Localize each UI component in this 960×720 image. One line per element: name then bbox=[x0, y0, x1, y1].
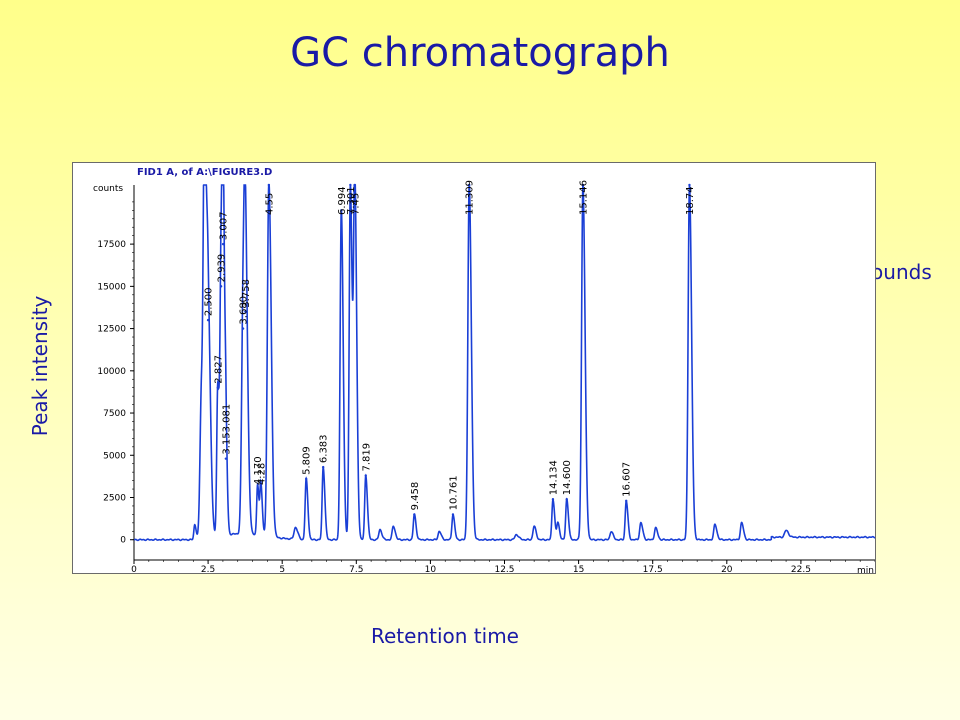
peak-apex-marker bbox=[244, 310, 247, 313]
peak-apex-marker bbox=[219, 285, 223, 288]
x-tick-label: 2.5 bbox=[201, 565, 215, 573]
peak-apex-marker bbox=[349, 183, 352, 187]
y-axis-caption: Peak intensity bbox=[28, 295, 52, 437]
peak-apex-marker bbox=[224, 457, 228, 460]
peak-apex-marker bbox=[551, 497, 555, 501]
x-tick-label: 7.5 bbox=[349, 565, 363, 573]
peak-label: 3.007 bbox=[219, 211, 230, 240]
peak-apex-marker bbox=[221, 242, 225, 246]
y-tick-label: 0 bbox=[120, 536, 126, 546]
y-tick-label: 5000 bbox=[103, 451, 126, 461]
x-axis-caption: Retention time bbox=[371, 624, 519, 648]
peak-apex-marker bbox=[267, 183, 271, 187]
peak-label: 3.680 bbox=[239, 296, 250, 325]
peak-apex-marker bbox=[364, 474, 367, 477]
y-axis-unit-label: counts bbox=[93, 184, 123, 194]
peak-label: 18.74 bbox=[685, 186, 696, 215]
peak-apex-marker bbox=[581, 183, 585, 187]
peak-label: 6.383 bbox=[319, 434, 330, 463]
peak-apex-marker bbox=[241, 327, 245, 330]
x-tick-label: 10 bbox=[425, 565, 437, 573]
peak-apex-marker bbox=[206, 318, 210, 322]
peak-apex-marker bbox=[413, 513, 416, 516]
chart-title: FID1 A, of A:\FIGURE3.D bbox=[137, 167, 272, 178]
peak-label: 5.809 bbox=[302, 446, 313, 475]
peak-label: 4.170 bbox=[253, 456, 264, 485]
peak-apex-marker bbox=[259, 487, 263, 491]
peak-label: 14.600 bbox=[562, 460, 573, 495]
peak-label: 11.309 bbox=[465, 180, 476, 215]
x-tick-label: 20 bbox=[721, 565, 733, 573]
peak-apex-marker bbox=[216, 386, 219, 389]
peak-apex-marker bbox=[467, 183, 471, 187]
slide-title: GC chromatograph bbox=[290, 30, 670, 76]
peak-label: 14.134 bbox=[548, 460, 559, 495]
peak-label: 4.55 bbox=[264, 193, 275, 215]
peak-apex-marker bbox=[304, 477, 308, 481]
peak-apex-marker bbox=[353, 183, 357, 187]
peak-label: 7.45 bbox=[350, 193, 361, 215]
peak-label: 2.500 bbox=[204, 287, 215, 316]
peak-label: 2.827 bbox=[213, 355, 224, 384]
chromatogram-chart: FID1 A, of A:\FIGURE3.D counts min 0 2500… bbox=[72, 162, 876, 574]
peak-apex-marker bbox=[565, 497, 568, 501]
peak-label: 2.939 bbox=[217, 254, 228, 283]
peak-apex-marker bbox=[451, 513, 455, 516]
chromatogram-trace bbox=[133, 184, 875, 542]
y-tick-label: 15000 bbox=[97, 282, 126, 292]
peak-apex-marker bbox=[625, 499, 628, 503]
x-tick-label: 17.5 bbox=[643, 565, 663, 573]
peak-label: 16.607 bbox=[622, 462, 633, 497]
peak-label: 3.758 bbox=[241, 279, 252, 308]
x-tick-label: 22.5 bbox=[791, 565, 811, 573]
peak-label: 4.28 bbox=[256, 463, 267, 485]
peak-apex-marker bbox=[321, 465, 325, 469]
x-axis-unit-label: min bbox=[857, 566, 874, 573]
peak-label: 3.153.081 bbox=[221, 404, 232, 455]
peak-apex-marker bbox=[688, 183, 691, 187]
y-tick-label: 12500 bbox=[97, 325, 126, 335]
x-tick-label: 5 bbox=[279, 565, 285, 573]
peak-label: 7.819 bbox=[361, 443, 372, 472]
x-tick-label: 12.5 bbox=[494, 565, 514, 573]
peak-label: 6.994 bbox=[337, 186, 348, 215]
peak-label: 7.301 bbox=[346, 186, 357, 215]
x-tick-label: 0 bbox=[131, 565, 137, 573]
y-tick-label: 2500 bbox=[103, 494, 126, 504]
y-tick-label: 10000 bbox=[97, 367, 126, 377]
chromatogram-svg: FID1 A, of A:\FIGURE3.D counts min 0 2500… bbox=[93, 167, 875, 573]
peak-apex-marker bbox=[256, 487, 259, 491]
y-tick-label: 17500 bbox=[97, 240, 126, 250]
peak-apex-marker bbox=[340, 209, 343, 212]
x-tick-label: 15 bbox=[573, 565, 584, 573]
y-tick-label: 7500 bbox=[103, 409, 126, 419]
peak-label: 15.146 bbox=[578, 180, 589, 215]
peak-label: 9.458 bbox=[410, 482, 421, 511]
peak-label: 10.761 bbox=[448, 475, 459, 510]
